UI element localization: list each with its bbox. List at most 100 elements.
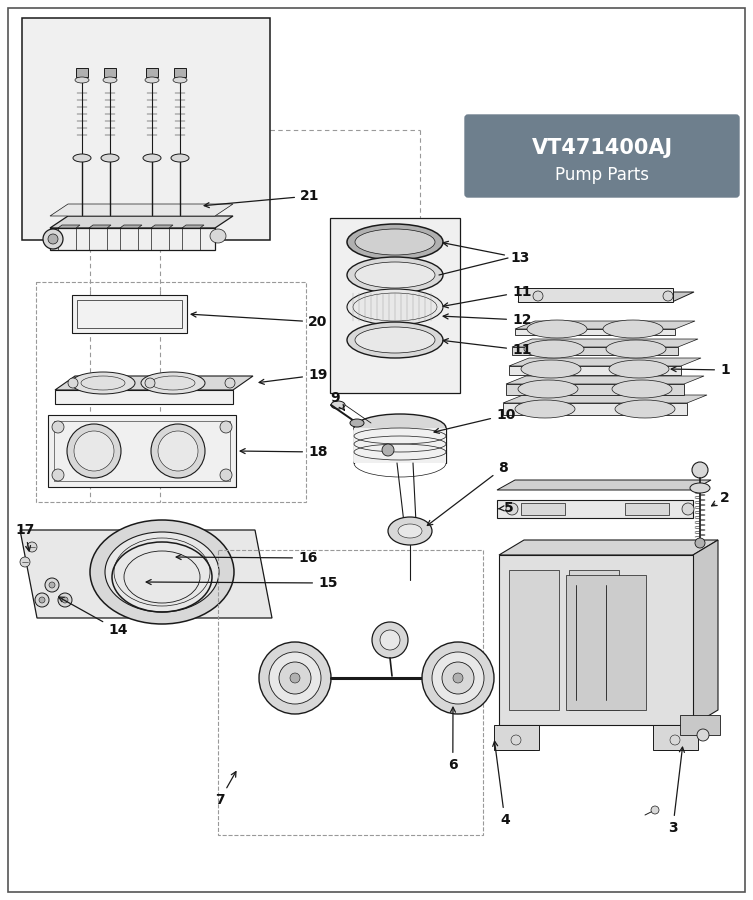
Bar xyxy=(146,68,158,77)
Text: Pump Parts: Pump Parts xyxy=(555,166,649,184)
Bar xyxy=(72,295,187,333)
Ellipse shape xyxy=(615,400,675,418)
Ellipse shape xyxy=(124,551,200,603)
Ellipse shape xyxy=(388,517,432,545)
Ellipse shape xyxy=(331,401,345,409)
Ellipse shape xyxy=(612,380,672,398)
Polygon shape xyxy=(50,216,233,228)
Circle shape xyxy=(651,806,659,814)
FancyBboxPatch shape xyxy=(465,115,739,197)
Bar xyxy=(218,550,483,835)
Bar xyxy=(36,282,306,502)
Circle shape xyxy=(682,503,694,515)
Polygon shape xyxy=(506,384,684,395)
Circle shape xyxy=(695,538,705,548)
Polygon shape xyxy=(151,225,173,228)
Ellipse shape xyxy=(105,532,219,612)
Ellipse shape xyxy=(350,419,364,427)
Circle shape xyxy=(220,469,232,481)
Circle shape xyxy=(52,469,64,481)
Bar xyxy=(509,570,559,710)
Ellipse shape xyxy=(524,340,584,358)
Polygon shape xyxy=(512,339,698,347)
Ellipse shape xyxy=(521,360,581,378)
Bar xyxy=(569,570,619,710)
Text: 13: 13 xyxy=(443,241,529,265)
Circle shape xyxy=(151,424,205,478)
Ellipse shape xyxy=(103,77,117,83)
Text: 5: 5 xyxy=(498,501,514,515)
Bar xyxy=(77,300,182,328)
Polygon shape xyxy=(55,376,253,390)
Bar xyxy=(330,218,460,393)
Polygon shape xyxy=(506,376,704,384)
Circle shape xyxy=(68,378,78,388)
Ellipse shape xyxy=(432,652,484,704)
Circle shape xyxy=(506,503,518,515)
Circle shape xyxy=(692,462,708,478)
Polygon shape xyxy=(55,390,233,404)
Polygon shape xyxy=(509,366,681,375)
Ellipse shape xyxy=(141,372,205,394)
Polygon shape xyxy=(354,428,446,463)
Polygon shape xyxy=(499,540,718,555)
Polygon shape xyxy=(515,329,675,335)
Bar xyxy=(625,503,669,515)
Ellipse shape xyxy=(354,414,446,442)
Text: 4: 4 xyxy=(492,741,510,827)
Polygon shape xyxy=(518,292,694,302)
Circle shape xyxy=(39,597,45,603)
Ellipse shape xyxy=(75,77,89,83)
Ellipse shape xyxy=(355,327,435,353)
Ellipse shape xyxy=(210,229,226,243)
Text: 15: 15 xyxy=(146,576,337,590)
Circle shape xyxy=(158,431,198,471)
Text: 19: 19 xyxy=(259,368,328,384)
Ellipse shape xyxy=(518,380,578,398)
Ellipse shape xyxy=(690,483,710,493)
Ellipse shape xyxy=(380,630,400,650)
Circle shape xyxy=(670,735,680,745)
Circle shape xyxy=(67,424,121,478)
Ellipse shape xyxy=(355,229,435,255)
Ellipse shape xyxy=(269,652,321,704)
Polygon shape xyxy=(499,555,693,725)
Bar xyxy=(54,421,230,481)
Circle shape xyxy=(45,578,59,592)
Text: 20: 20 xyxy=(191,312,328,329)
Ellipse shape xyxy=(347,322,443,358)
Bar xyxy=(566,575,646,710)
Text: 17: 17 xyxy=(15,523,35,551)
Ellipse shape xyxy=(372,622,408,658)
Ellipse shape xyxy=(515,400,575,418)
Polygon shape xyxy=(182,225,204,228)
Ellipse shape xyxy=(171,154,189,162)
Bar xyxy=(22,18,270,240)
Bar xyxy=(48,415,236,487)
Text: 1: 1 xyxy=(671,363,730,377)
Text: 12: 12 xyxy=(444,313,532,327)
Circle shape xyxy=(697,729,709,741)
Ellipse shape xyxy=(527,320,587,338)
Ellipse shape xyxy=(43,229,63,249)
Polygon shape xyxy=(89,225,111,228)
Ellipse shape xyxy=(73,154,91,162)
Ellipse shape xyxy=(173,77,187,83)
Polygon shape xyxy=(50,204,233,216)
Polygon shape xyxy=(50,228,215,250)
Ellipse shape xyxy=(143,154,161,162)
Circle shape xyxy=(62,597,68,603)
Text: 7: 7 xyxy=(215,771,236,807)
Ellipse shape xyxy=(347,224,443,260)
Circle shape xyxy=(74,431,114,471)
Polygon shape xyxy=(58,225,80,228)
Circle shape xyxy=(511,735,521,745)
Circle shape xyxy=(49,582,55,588)
Ellipse shape xyxy=(279,662,311,694)
Polygon shape xyxy=(20,530,272,618)
Ellipse shape xyxy=(609,360,669,378)
Polygon shape xyxy=(503,395,707,403)
Ellipse shape xyxy=(101,154,119,162)
Text: 16: 16 xyxy=(176,551,317,565)
Ellipse shape xyxy=(145,77,159,83)
